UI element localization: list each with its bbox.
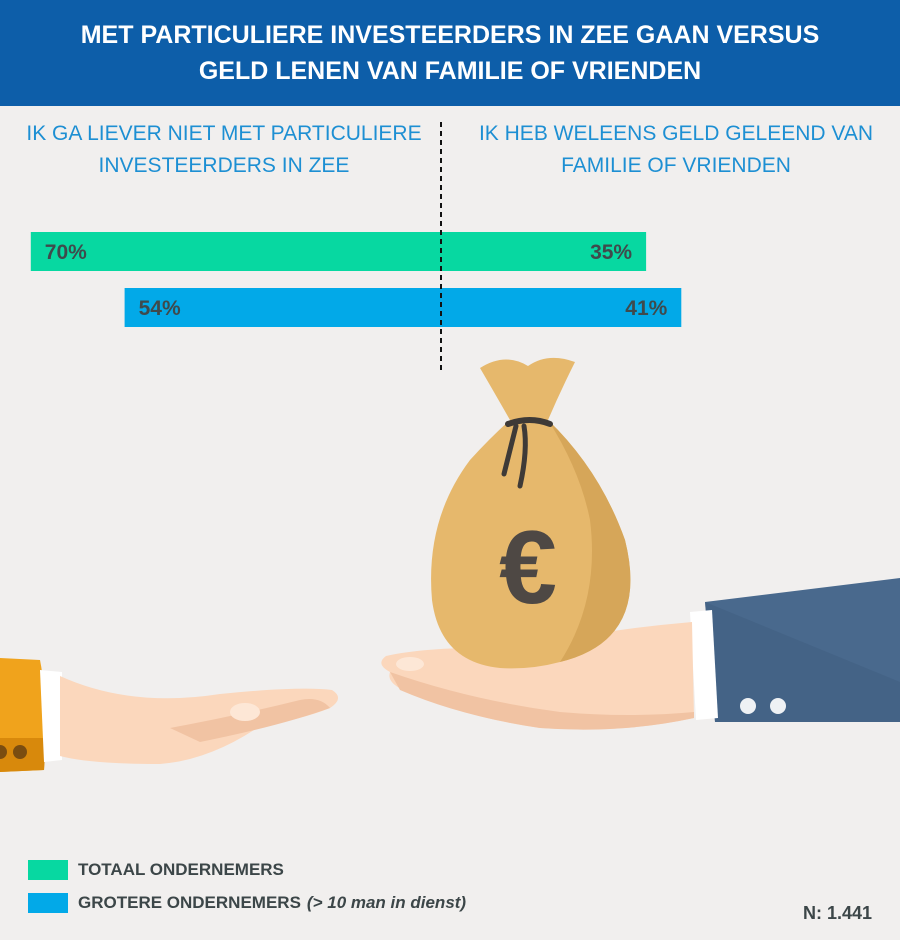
- legend-label-large: GROTERE ONDERNEMERS: [78, 893, 301, 912]
- bar-series-1: [124, 288, 682, 327]
- legend-item-large: GROTERE ONDERNEMERS (> 10 man in dienst): [28, 893, 628, 913]
- money-bag-icon: €: [431, 357, 631, 669]
- legend-swatch-total: [28, 860, 68, 880]
- legend-label-total: TOTAAL ONDERNEMERS: [78, 860, 284, 879]
- left-hand-icon: [0, 658, 339, 772]
- bar-series-0: [30, 232, 647, 271]
- title-line-1: MET PARTICULIERE INVESTEERDERS IN ZEE GA…: [80, 21, 820, 49]
- chart-title: MET PARTICULIERE INVESTEERDERS IN ZEE GA…: [0, 0, 900, 106]
- category-right-line-1: IK HEB WELEENS GELD GELEEND VAN: [478, 122, 874, 145]
- bar-label-right-series-0: 35%: [590, 241, 632, 264]
- bar-label-left-series-0: 70%: [45, 241, 87, 264]
- category-label-left: IK GA LIEVER NIET MET PARTICULIERE INVES…: [14, 118, 434, 182]
- bar-label-left-series-1: 54%: [139, 297, 181, 320]
- category-left-line-2: INVESTEERDERS IN ZEE: [98, 154, 350, 177]
- legend-note-large: (> 10 man in dienst): [306, 893, 467, 912]
- bar-label-right-series-1: 41%: [625, 297, 667, 320]
- category-left-line-1: IK GA LIEVER NIET MET PARTICULIERE: [26, 122, 422, 145]
- legend-item-total: TOTAAL ONDERNEMERS: [28, 860, 628, 880]
- sample-size: N: 1.441: [802, 903, 872, 923]
- title-line-2: GELD LENEN VAN FAMILIE OF VRIENDEN: [198, 57, 702, 85]
- category-right-line-2: FAMILIE OF VRIENDEN: [561, 154, 791, 177]
- euro-symbol: €: [499, 510, 557, 626]
- legend-swatch-large: [28, 893, 68, 913]
- category-label-right: IK HEB WELEENS GELD GELEEND VAN FAMILIE …: [466, 118, 886, 182]
